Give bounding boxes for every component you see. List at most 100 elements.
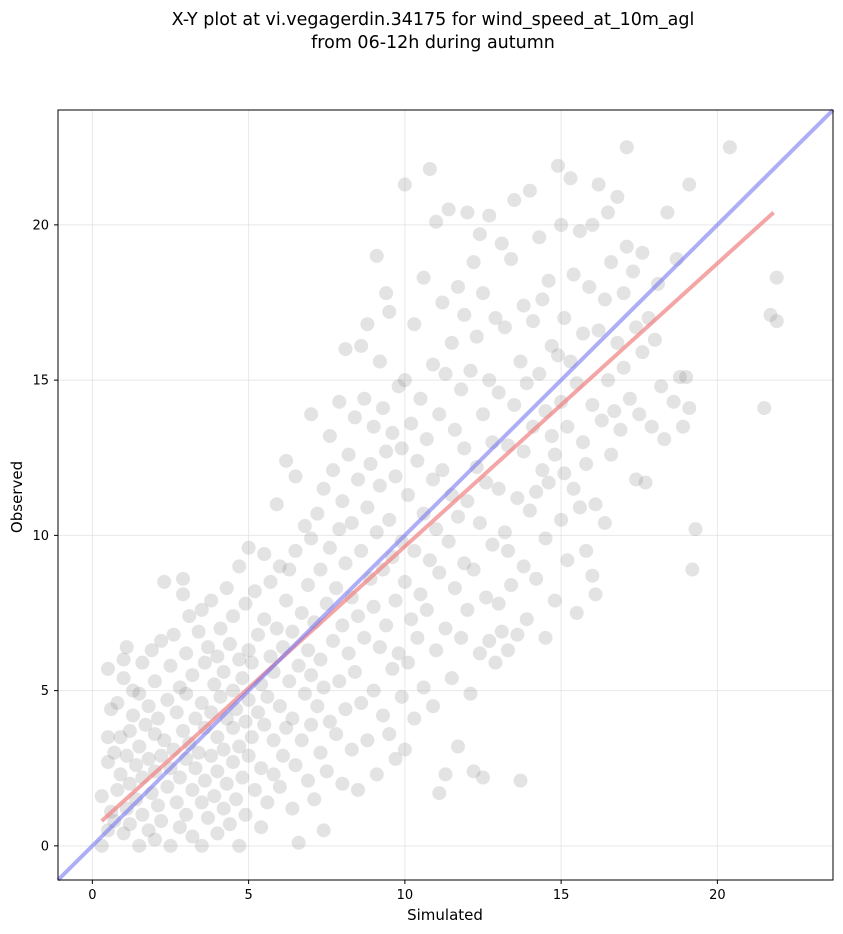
data-point-289: [441, 202, 456, 217]
data-point-332: [494, 236, 509, 251]
data-point-442: [769, 314, 784, 329]
data-point-1: [94, 789, 109, 804]
data-point-123: [241, 643, 256, 658]
data-point-26: [129, 758, 144, 773]
data-point-282: [432, 407, 447, 422]
data-point-263: [410, 630, 425, 645]
data-point-64: [176, 587, 190, 602]
data-point-268: [416, 506, 431, 521]
data-point-387: [576, 435, 590, 450]
data-point-29: [132, 686, 147, 701]
data-point-393: [585, 397, 600, 412]
data-point-202: [338, 342, 353, 357]
data-point-172: [304, 668, 319, 683]
data-point-434: [682, 177, 697, 192]
data-point-248: [391, 379, 406, 394]
data-point-38: [144, 643, 159, 658]
x-axis-label: Simulated: [407, 906, 483, 924]
data-point-378: [560, 419, 575, 434]
data-point-360: [535, 292, 550, 307]
data-point-241: [385, 661, 400, 676]
data-point-424: [647, 332, 662, 347]
data-point-8: [107, 814, 122, 829]
data-point-184: [316, 481, 331, 496]
data-point-85: [201, 810, 215, 825]
data-point-67: [179, 686, 194, 701]
scatter-points: [94, 140, 784, 853]
data-point-11: [110, 696, 125, 711]
data-point-152: [279, 593, 294, 608]
data-point-344: [513, 773, 528, 788]
data-point-237: [379, 286, 394, 301]
data-point-392: [585, 568, 600, 583]
data-point-293: [447, 581, 462, 596]
data-point-96: [213, 689, 228, 704]
data-point-338: [504, 578, 519, 593]
data-point-357: [532, 366, 547, 381]
data-point-145: [269, 497, 284, 512]
data-point-223: [366, 683, 381, 698]
data-point-109: [226, 609, 240, 624]
data-point-158: [285, 624, 300, 639]
data-point-209: [347, 410, 362, 425]
data-point-135: [257, 612, 272, 627]
data-point-427: [657, 432, 672, 447]
identity-line: [56, 108, 835, 882]
data-point-334: [497, 320, 512, 335]
data-point-45: [154, 814, 169, 829]
data-point-234: [376, 401, 390, 416]
data-point-218: [360, 733, 375, 748]
data-point-74: [188, 761, 203, 776]
data-point-80: [194, 696, 209, 711]
data-point-433: [679, 370, 694, 385]
data-point-195: [332, 522, 347, 537]
data-point-330: [491, 385, 506, 400]
data-point-417: [629, 320, 644, 335]
data-point-18: [119, 748, 134, 763]
data-point-391: [582, 279, 597, 294]
data-point-331: [494, 624, 509, 639]
data-point-259: [404, 416, 419, 431]
data-point-175: [307, 792, 322, 807]
data-point-346: [516, 559, 531, 574]
data-point-215: [354, 338, 369, 353]
data-point-222: [363, 456, 378, 471]
data-point-207: [344, 515, 359, 530]
data-point-228: [369, 248, 384, 263]
data-point-435: [682, 401, 697, 416]
data-point-416: [629, 472, 644, 487]
data-point-179: [313, 745, 328, 760]
data-point-107: [226, 720, 240, 735]
data-point-41: [147, 727, 162, 742]
data-point-304: [460, 494, 475, 509]
data-point-88: [204, 705, 219, 720]
data-point-267: [416, 680, 431, 695]
data-point-380: [563, 171, 578, 186]
data-point-408: [610, 189, 625, 204]
data-point-113: [232, 739, 247, 754]
chart-title-line-2: from 06-12h during autumn: [311, 33, 555, 53]
data-point-300: [457, 556, 472, 571]
data-point-269: [416, 270, 431, 285]
y-tick-label-0: 0: [41, 839, 49, 854]
data-point-251: [394, 441, 409, 456]
data-point-33: [138, 717, 153, 732]
data-point-157: [285, 711, 300, 726]
data-point-382: [566, 267, 581, 282]
data-point-370: [551, 348, 565, 363]
data-point-412: [619, 239, 634, 254]
data-point-323: [482, 208, 497, 223]
x-tick-label-2: 10: [397, 888, 414, 903]
data-point-270: [419, 602, 434, 617]
data-point-205: [344, 742, 359, 757]
data-point-436: [688, 522, 703, 537]
data-point-112: [232, 838, 247, 853]
data-point-73: [185, 668, 200, 683]
data-point-141: [266, 767, 281, 782]
data-point-130: [251, 627, 265, 642]
data-point-104: [222, 817, 237, 832]
data-point-51: [160, 692, 175, 707]
data-point-142: [266, 733, 281, 748]
data-point-364: [541, 475, 556, 490]
data-point-75: [188, 711, 203, 726]
